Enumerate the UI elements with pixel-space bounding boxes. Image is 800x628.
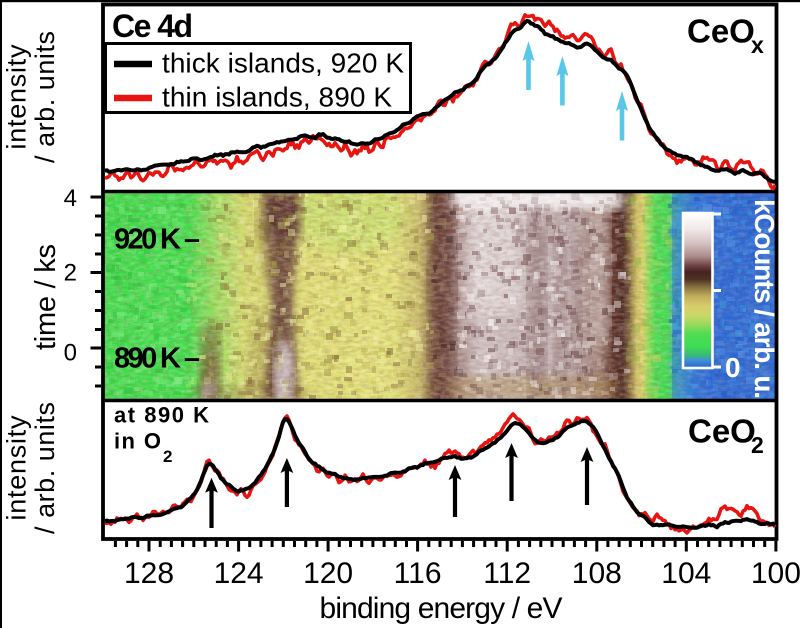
svg-text:2: 2 [64, 260, 77, 287]
svg-text:108: 108 [572, 557, 622, 590]
svg-text:100: 100 [751, 557, 800, 590]
svg-text:x: x [751, 32, 764, 58]
svg-text:time / ks: time / ks [30, 244, 62, 350]
svg-text:890 K –: 890 K – [114, 343, 200, 375]
svg-text:2: 2 [751, 432, 764, 458]
svg-text:128: 128 [124, 557, 174, 590]
svg-text:binding energy / eV: binding energy / eV [320, 592, 563, 625]
svg-text:thick islands, 920 K: thick islands, 920 K [162, 48, 404, 79]
svg-text:at 890 K: at 890 K [114, 403, 209, 428]
svg-text:intensity: intensity [2, 44, 32, 150]
svg-text:intensity: intensity [2, 415, 32, 521]
svg-text:0: 0 [725, 352, 741, 383]
svg-text:0: 0 [64, 340, 77, 367]
svg-text:in O: in O [114, 429, 161, 454]
svg-text:920 K –: 920 K – [114, 224, 200, 256]
svg-text:CeO: CeO [688, 413, 756, 450]
svg-text:/ arb. units: / arb. units [30, 31, 60, 163]
svg-text:CeO: CeO [687, 13, 755, 50]
svg-text:116: 116 [394, 557, 442, 590]
svg-text:4: 4 [64, 185, 77, 212]
svg-text:124: 124 [214, 557, 264, 590]
svg-text:/ arb. units: / arb. units [30, 402, 60, 534]
svg-text:120: 120 [303, 557, 353, 590]
svg-text:112: 112 [483, 557, 531, 590]
svg-text:104: 104 [661, 557, 711, 590]
svg-text:thin islands, 890 K: thin islands, 890 K [162, 82, 392, 113]
svg-text:Ce 4d: Ce 4d [112, 8, 193, 44]
svg-text:2: 2 [163, 447, 172, 466]
